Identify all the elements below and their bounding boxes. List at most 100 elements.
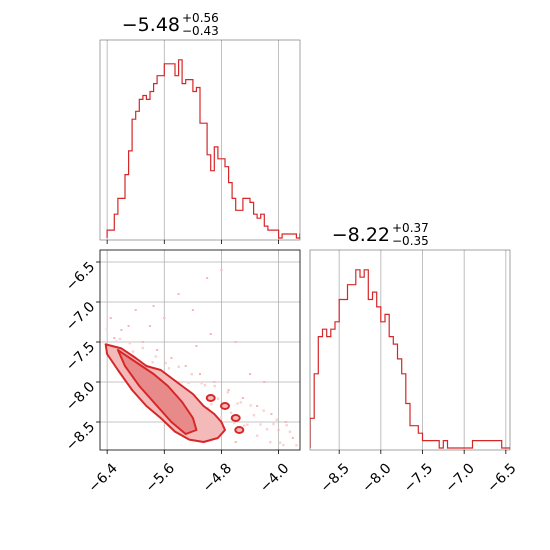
density-point <box>152 305 155 307</box>
density-point <box>127 325 130 327</box>
density-point <box>285 423 288 427</box>
density-point <box>115 340 118 343</box>
marginal-2-title-value: −8.22 <box>332 224 390 246</box>
density-point <box>191 309 194 311</box>
density-point <box>187 381 190 385</box>
density-point <box>262 409 265 412</box>
joint-y-tick-label: −7.0 <box>63 299 98 334</box>
density-point <box>141 346 144 350</box>
density-point <box>156 349 159 351</box>
joint-y-tick-label: −7.5 <box>63 339 98 374</box>
density-point <box>263 381 266 383</box>
density-point <box>256 434 259 437</box>
marginal-1-step-line <box>106 59 300 239</box>
density-point <box>216 397 220 400</box>
joint-y-tick-label: −6.5 <box>63 259 98 294</box>
marginal-2-x-tick-label: −8.5 <box>318 460 353 495</box>
density-point <box>249 404 252 407</box>
joint-x-tick-label: −5.6 <box>143 460 178 495</box>
marginal-2-x-tick-label: −7.0 <box>443 460 478 495</box>
density-point <box>177 365 180 368</box>
density-point <box>131 350 135 353</box>
density-point <box>105 328 109 331</box>
density-point <box>269 440 272 444</box>
density-point <box>190 373 194 376</box>
marginal-2-title-minus: −0.35 <box>392 234 429 248</box>
joint-panel-frame <box>99 249 301 451</box>
density-point <box>278 441 282 444</box>
density-point <box>259 423 262 426</box>
density-point <box>206 277 209 279</box>
density-point <box>256 405 259 407</box>
density-point <box>249 373 251 375</box>
density-point <box>151 361 154 364</box>
density-point <box>200 381 203 385</box>
density-point <box>288 430 292 434</box>
density-point <box>102 340 105 344</box>
density-point <box>109 317 112 319</box>
density-point <box>227 389 230 391</box>
joint-x-tick-label: −4.8 <box>200 460 235 495</box>
density-point <box>265 428 269 431</box>
density-point <box>167 367 171 370</box>
density-point <box>292 453 294 455</box>
density-point <box>284 421 287 423</box>
density-point <box>234 341 237 343</box>
joint-y-tick-label: −8.0 <box>63 379 98 414</box>
density-point <box>236 402 239 405</box>
density-point <box>209 333 212 335</box>
density-point <box>154 355 158 358</box>
density-point <box>252 413 256 417</box>
density-point <box>282 443 285 447</box>
contour-island <box>220 402 230 410</box>
density-point <box>163 317 166 319</box>
density-point <box>239 401 243 404</box>
density-point <box>246 423 249 426</box>
density-point <box>277 429 280 431</box>
density-point <box>234 441 237 443</box>
joint-x-tick-label: −6.4 <box>86 460 121 495</box>
contour-island <box>230 414 241 422</box>
density-point <box>170 357 173 359</box>
contour-inner <box>116 349 198 435</box>
density-point <box>149 325 151 327</box>
joint-y-tick-label: −8.5 <box>63 419 98 454</box>
marginal-2-step-line <box>310 269 510 449</box>
density-point <box>164 361 167 365</box>
density-point <box>118 337 122 341</box>
density-point <box>220 416 223 419</box>
contour-island <box>205 394 216 402</box>
marginal-2-panel-frame <box>309 249 511 451</box>
joint-x-tick-label: −4.0 <box>257 460 292 495</box>
marginal-1-panel-frame <box>99 39 301 241</box>
density-point <box>120 329 123 331</box>
density-point <box>270 413 273 415</box>
density-point <box>220 269 223 271</box>
marginal-2-x-tick-label: −7.5 <box>401 460 436 495</box>
density-point <box>241 397 244 399</box>
density-point <box>229 411 233 414</box>
contour-island <box>234 426 245 434</box>
density-point <box>199 373 201 375</box>
density-point <box>141 341 144 343</box>
marginal-1-title-value: −5.48 <box>122 14 180 36</box>
density-point <box>134 309 137 311</box>
density-point <box>291 437 294 439</box>
density-point <box>128 341 131 345</box>
marginal-2-x-tick-label: −8.0 <box>359 460 394 495</box>
marginal-2-title-plus: +0.37 <box>392 221 429 235</box>
density-point <box>275 418 279 421</box>
density-point <box>242 424 246 427</box>
density-point <box>272 422 275 426</box>
density-point <box>180 380 184 384</box>
density-point <box>213 384 216 388</box>
density-point <box>184 365 187 367</box>
density-point <box>213 381 216 383</box>
density-point <box>195 345 198 347</box>
marginal-1-title-minus: −0.43 <box>182 24 219 38</box>
density-point <box>210 402 213 406</box>
density-point <box>233 421 236 424</box>
marginal-1-title-plus: +0.56 <box>182 11 219 25</box>
marginal-2-x-tick-label: −6.5 <box>484 460 519 495</box>
